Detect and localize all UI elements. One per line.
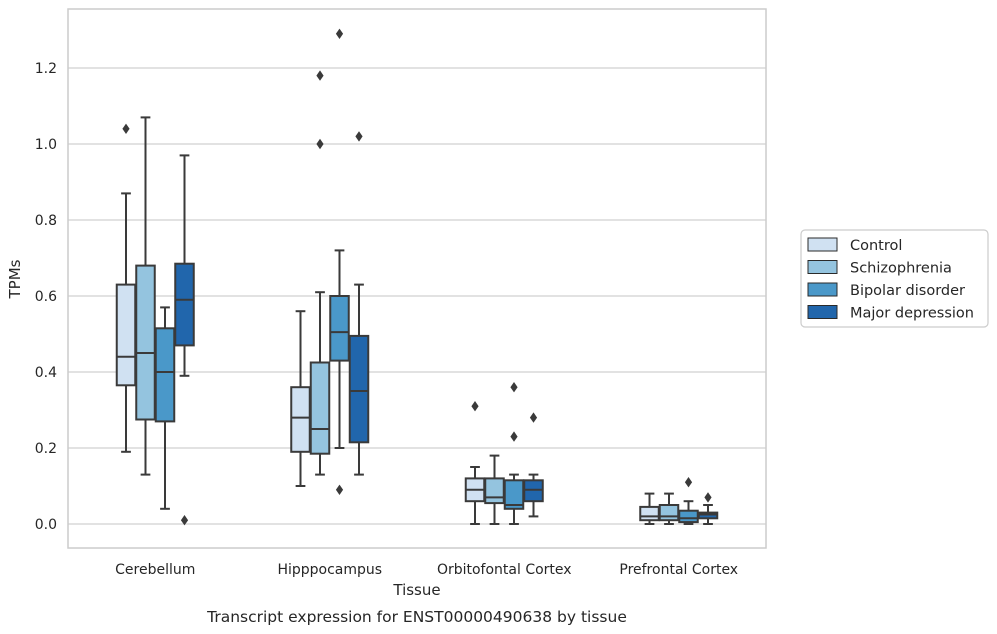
- box-rect: [639, 505, 660, 522]
- legend-swatch: [807, 260, 838, 274]
- box-rect: [348, 334, 370, 444]
- outlier-point: [316, 138, 324, 150]
- box-control: [464, 401, 486, 525]
- box-rect: [154, 327, 176, 423]
- x-tick-label: Hipppocampus: [277, 562, 382, 578]
- legend-label: Bipolar disorder: [850, 283, 965, 299]
- legend-swatch: [807, 237, 838, 252]
- chart-caption: Transcript expression for ENST0000049063…: [206, 608, 627, 626]
- box-rect: [329, 295, 350, 362]
- box-bipolar-disorder: [154, 306, 176, 510]
- y-axis-ticks: 0.0 0.2 0.4 0.6 0.8 1.0 1.2: [35, 61, 57, 533]
- legend-frame: [800, 229, 989, 328]
- y-tick-label: 0.0: [35, 517, 57, 533]
- box-rect: [174, 262, 195, 347]
- box-major-depression: [697, 492, 719, 525]
- x-tick-label: Orbitofontal Cortex: [437, 562, 572, 578]
- grid-lines: [68, 67, 766, 525]
- legend-label: Schizophrenia: [850, 261, 952, 277]
- box-major-depression: [174, 154, 195, 526]
- outlier-point: [510, 382, 518, 393]
- outlier-point: [471, 401, 479, 412]
- outlier-point: [529, 412, 538, 423]
- box-control: [290, 310, 311, 487]
- legend-swatch: [807, 305, 838, 319]
- outlier-point: [510, 431, 518, 442]
- box-rect: [484, 477, 505, 505]
- x-tick-label: Cerebellum: [115, 562, 195, 578]
- outlier-point: [355, 131, 363, 142]
- box-schizophrenia: [484, 454, 505, 525]
- y-tick-label: 0.4: [35, 365, 57, 381]
- box-rect: [658, 504, 680, 522]
- y-axis-title: TPMs: [6, 259, 24, 299]
- boxes: [115, 28, 719, 526]
- box-major-depression: [523, 412, 544, 518]
- legend-swatch: [807, 282, 838, 297]
- x-axis-ticks: Cerebellum Hipppocampus Orbitofontal Corte…: [115, 562, 738, 578]
- box-schizophrenia: [658, 492, 680, 525]
- outlier-point: [335, 484, 344, 495]
- box-bipolar-disorder: [678, 477, 699, 525]
- box-rect: [115, 283, 137, 387]
- box-schizophrenia: [135, 116, 156, 476]
- plot-frame: [67, 8, 767, 549]
- box-control: [639, 492, 660, 525]
- box-rect: [290, 386, 311, 453]
- y-tick-label: 1.2: [35, 61, 57, 77]
- box-rect: [678, 509, 699, 524]
- outlier-point: [335, 28, 344, 39]
- x-axis-title: Tissue: [392, 581, 440, 599]
- box-bipolar-disorder: [503, 382, 525, 525]
- box-bipolar-disorder: [329, 28, 350, 495]
- y-tick-label: 0.2: [35, 441, 57, 457]
- legend: Control Schizophrenia Bipolar disorder Majo…: [800, 229, 989, 328]
- box-rect: [135, 264, 156, 421]
- y-tick-label: 0.6: [35, 289, 57, 305]
- outlier-point: [684, 477, 693, 488]
- outlier-point: [122, 123, 130, 134]
- box-rect: [309, 361, 331, 455]
- y-tick-label: 0.8: [35, 213, 57, 229]
- outlier-point: [180, 515, 189, 526]
- outlier-point: [316, 70, 324, 81]
- box-schizophrenia: [309, 70, 331, 476]
- x-tick-label: Prefrontal Cortex: [619, 562, 738, 578]
- legend-label: Control: [850, 238, 902, 254]
- y-tick-label: 1.0: [35, 137, 57, 153]
- legend-label: Major depression: [850, 306, 974, 322]
- box-major-depression: [348, 131, 370, 476]
- box-control: [115, 123, 137, 453]
- outlier-point: [704, 492, 712, 503]
